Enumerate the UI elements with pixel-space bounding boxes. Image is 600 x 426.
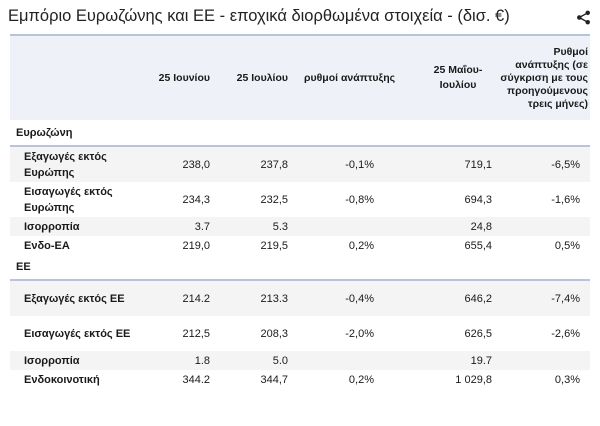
table-header-row: 25 Ιουνίου 25 Ιουλίου ρυθμοί ανάπτυξης 2…	[10, 35, 590, 121]
cell-c5: -6,5%	[494, 146, 590, 182]
title-bar: Εμπόριο Ευρωζώνης και ΕΕ - εποχικά διορθ…	[0, 0, 600, 34]
table-row: Εισαγωγές εκτός Ευρώπης 234,3 232,5 -0,8% 69…	[10, 182, 590, 217]
cell-c1: 238,0	[142, 146, 220, 182]
table-body: Ευρωζώνη Εξαγωγές εκτός Ευρώπης 238,0 237,8…	[10, 120, 590, 389]
cell-c3: 0,2%	[298, 236, 402, 255]
cell-c3: -2,0%	[298, 316, 402, 351]
row-label: Ενδοκοινοτική	[10, 370, 142, 389]
header-june: 25 Ιουνίου	[158, 72, 210, 84]
header-blank	[10, 35, 142, 121]
cell-c4: 646,2	[402, 280, 494, 316]
cell-c1: 1.8	[142, 351, 220, 370]
row-label: Εξαγωγές εκτός ΕΕ	[10, 280, 142, 316]
cell-c2: 232,5	[220, 182, 298, 217]
row-label: Εισαγωγές εκτός Ευρώπης	[10, 182, 142, 217]
cell-c4: 694,3	[402, 182, 494, 217]
cell-c2: 237,8	[220, 146, 298, 182]
section-title: ΕΕ	[10, 255, 590, 281]
cell-c5	[494, 351, 590, 370]
row-label: Εξαγωγές εκτός Ευρώπης	[10, 146, 142, 182]
cell-c1: 219,0	[142, 236, 220, 255]
cell-c3: 0,2%	[298, 370, 402, 389]
page-title: Εμπόριο Ευρωζώνης και ΕΕ - εποχικά διορθ…	[8, 7, 510, 25]
cell-c5: 0,5%	[494, 236, 590, 255]
cell-c3: -0,1%	[298, 146, 402, 182]
cell-c5	[494, 217, 590, 236]
cell-c2: 213.3	[220, 280, 298, 316]
cell-c2: 5.0	[220, 351, 298, 370]
cell-c4: 655,4	[402, 236, 494, 255]
cell-c3: -0,8%	[298, 182, 402, 217]
table-row: Ισορροπία 3.7 5.3 24,8	[10, 217, 590, 236]
cell-c4: 24,8	[402, 217, 494, 236]
row-label: Εισαγωγές εκτός ΕΕ	[10, 316, 142, 351]
header-growth-rates: ρυθμοί ανάπτυξης	[304, 72, 396, 84]
cell-c1: 214.2	[142, 280, 220, 316]
table-row: Εισαγωγές εκτός ΕΕ 212,5 208,3 -2,0% 626,5 -2…	[10, 316, 590, 351]
row-label: Ισορροπία	[10, 217, 142, 236]
table-row: Εξαγωγές εκτός Ευρώπης 238,0 237,8 -0,1% 719…	[10, 146, 590, 182]
cell-c4: 19.7	[402, 351, 494, 370]
cell-c5: -2,6%	[494, 316, 590, 351]
cell-c5: 0,3%	[494, 370, 590, 389]
header-growth-3m: Ρυθμοί ανάπτυξης (σε σύγκριση με τους πρ…	[500, 45, 588, 110]
cell-c1: 3.7	[142, 217, 220, 236]
cell-c2: 344,7	[220, 370, 298, 389]
cell-c2: 5.3	[220, 217, 298, 236]
table-row: Ενδο-ΕΑ 219,0 219,5 0,2% 655,4 0,5%	[10, 236, 590, 255]
cell-c4: 1 029,8	[402, 370, 494, 389]
share-icon[interactable]	[576, 10, 591, 25]
section-header: ΕΕ	[10, 255, 590, 281]
header-may-july: 25 Μαΐου-Ιουλίου	[433, 64, 483, 91]
cell-c4: 626,5	[402, 316, 494, 351]
table-row: Εξαγωγές εκτός ΕΕ 214.2 213.3 -0,4% 646,2 -7,…	[10, 280, 590, 316]
cell-c4: 719,1	[402, 146, 494, 182]
row-label: Ισορροπία	[10, 351, 142, 370]
row-label: Ενδο-ΕΑ	[10, 236, 142, 255]
cell-c5: -7,4%	[494, 280, 590, 316]
section-title: Ευρωζώνη	[10, 120, 590, 147]
trade-table: 25 Ιουνίου 25 Ιουλίου ρυθμοί ανάπτυξης 2…	[10, 34, 590, 389]
cell-c3: -0,4%	[298, 280, 402, 316]
section-header: Ευρωζώνη	[10, 120, 590, 147]
cell-c2: 219,5	[220, 236, 298, 255]
cell-c3	[298, 217, 402, 236]
table-row: Ισορροπία 1.8 5.0 19.7	[10, 351, 590, 370]
cell-c2: 208,3	[220, 316, 298, 351]
cell-c5: -1,6%	[494, 182, 590, 217]
table-row: Ενδοκοινοτική 344.2 344,7 0,2% 1 029,8 0,3%	[10, 370, 590, 389]
cell-c3	[298, 351, 402, 370]
cell-c1: 212,5	[142, 316, 220, 351]
cell-c1: 234,3	[142, 182, 220, 217]
cell-c1: 344.2	[142, 370, 220, 389]
header-july: 25 Ιουλίου	[236, 72, 288, 84]
